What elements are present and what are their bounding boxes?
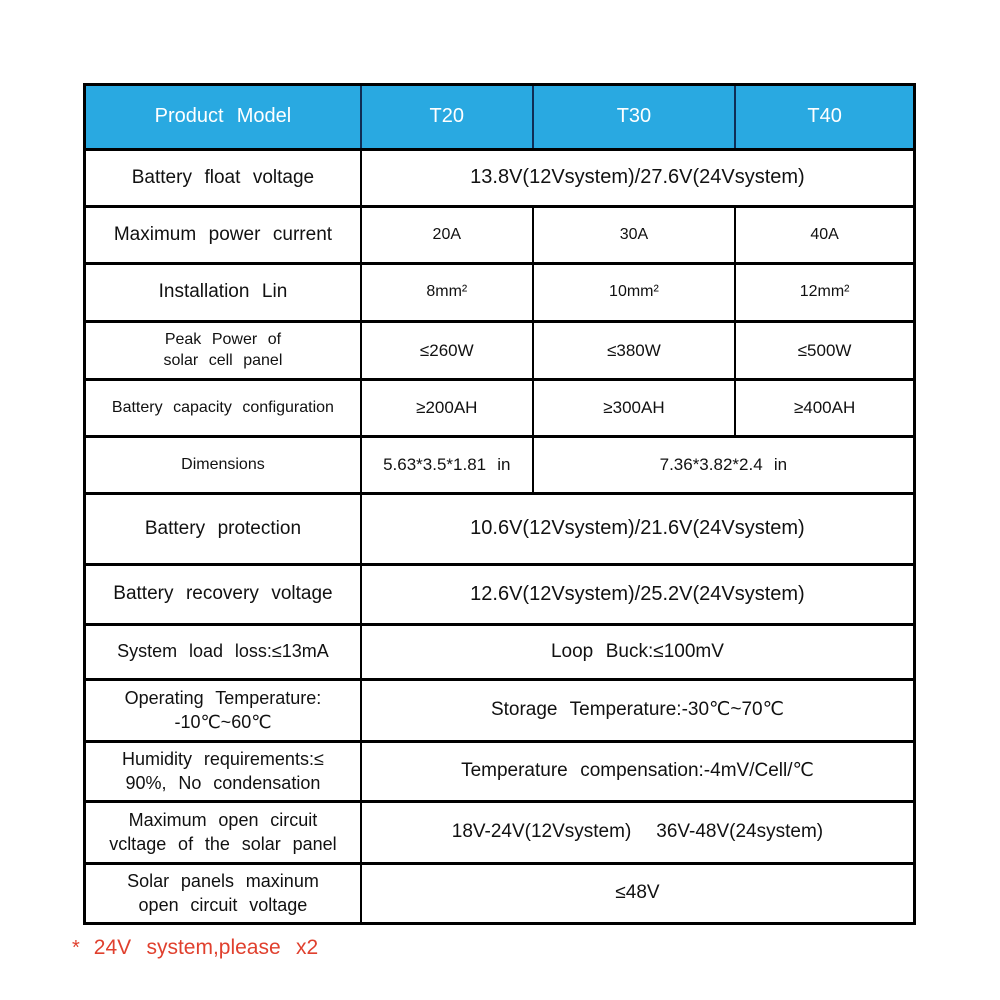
header-cell-product-model: Product Model [84, 84, 361, 151]
spec-row: System load loss:≤13mA Loop Buck:≤100mV [83, 623, 916, 681]
spec-table-container: Product Model T20 T30 T40 Battery float vol… [83, 83, 916, 925]
value-cell: Storage Temperature:-30℃~70℃ [359, 678, 916, 743]
value-cell: ≤500W [734, 320, 916, 381]
row-label: Maximum power current [83, 205, 362, 265]
spec-row: Operating Temperature: -10℃~60℃ Storage Te… [83, 678, 916, 743]
spec-row: Installation Lin 8mm² 10mm² 12mm² [83, 262, 916, 323]
value-cell: ≥200AH [359, 378, 534, 438]
value-cell: 18V-24V(12Vsystem) 36V-48V(24system) [359, 800, 916, 865]
spec-row: Battery recovery voltage 12.6V(12Vsystem)… [83, 563, 916, 626]
row-label: Dimensions [83, 435, 362, 495]
value-cell: 7.36*3.82*2.4 in [531, 435, 916, 495]
value-cell: ≥300AH [531, 378, 737, 438]
row-label: Solar panels maxinum open circuit voltage [83, 862, 362, 925]
spec-row: Humidity requirements:≤ 90%, No condensat… [83, 740, 916, 803]
row-label: Humidity requirements:≤ 90%, No condensat… [83, 740, 362, 803]
value-cell: 5.63*3.5*1.81 in [359, 435, 534, 495]
header-cell-t20: T20 [359, 84, 533, 151]
value-cell: ≤380W [531, 320, 737, 381]
row-label: Operating Temperature: -10℃~60℃ [83, 678, 362, 743]
value-cell: 40A [734, 205, 916, 265]
footnote-text: 24V system,please x2 [93, 936, 319, 959]
value-cell: 8mm² [359, 262, 534, 323]
footnote-asterisk: * [72, 937, 80, 959]
row-label: Installation Lin [83, 262, 362, 323]
row-label: Battery capacity configuration [83, 378, 362, 438]
spec-row: Solar panels maxinum open circuit voltage… [83, 862, 916, 925]
header-cell-t30: T30 [531, 84, 736, 151]
value-cell: 10.6V(12Vsystem)/21.6V(24Vsystem) [359, 492, 916, 566]
header-cell-t40: T40 [734, 84, 915, 151]
value-cell: 30A [531, 205, 737, 265]
spec-table: Product Model T20 T30 T40 Battery float vol… [83, 83, 916, 925]
value-cell: ≥400AH [734, 378, 916, 438]
row-label: Battery recovery voltage [83, 563, 362, 626]
value-cell: 10mm² [531, 262, 737, 323]
row-label: Battery float voltage [83, 148, 362, 208]
value-cell: 12mm² [734, 262, 916, 323]
value-cell: ≤48V [359, 862, 916, 925]
value-cell: Temperature compensation:-4mV/Cell/℃ [359, 740, 916, 803]
header-row: Product Model T20 T30 T40 [84, 84, 915, 151]
spec-row: Maximum power current 20A 30A 40A [83, 205, 916, 265]
spec-row: Battery capacity configuration ≥200AH ≥300… [83, 378, 916, 438]
footnote: * 24V system,please x2 [72, 936, 318, 960]
spec-row: Maximum open circuit vcltage of the solar… [83, 800, 916, 865]
row-label: Peak Power of solar cell panel [83, 320, 362, 381]
value-cell: ≤260W [359, 320, 534, 381]
row-label: Maximum open circuit vcltage of the solar… [83, 800, 362, 865]
value-cell: Loop Buck:≤100mV [359, 623, 916, 681]
spec-row: Battery float voltage 13.8V(12Vsystem)/27… [83, 148, 916, 208]
spec-row: Battery protection 10.6V(12Vsystem)/21.6V… [83, 492, 916, 566]
spec-row: Dimensions 5.63*3.5*1.81 in 7.36*3.82*2.4 … [83, 435, 916, 495]
value-cell: 12.6V(12Vsystem)/25.2V(24Vsystem) [359, 563, 916, 626]
spec-row: Peak Power of solar cell panel ≤260W ≤380W ≤… [83, 320, 916, 381]
row-label: System load loss:≤13mA [83, 623, 362, 681]
value-cell: 20A [359, 205, 534, 265]
value-cell: 13.8V(12Vsystem)/27.6V(24Vsystem) [359, 148, 916, 208]
row-label: Battery protection [83, 492, 362, 566]
